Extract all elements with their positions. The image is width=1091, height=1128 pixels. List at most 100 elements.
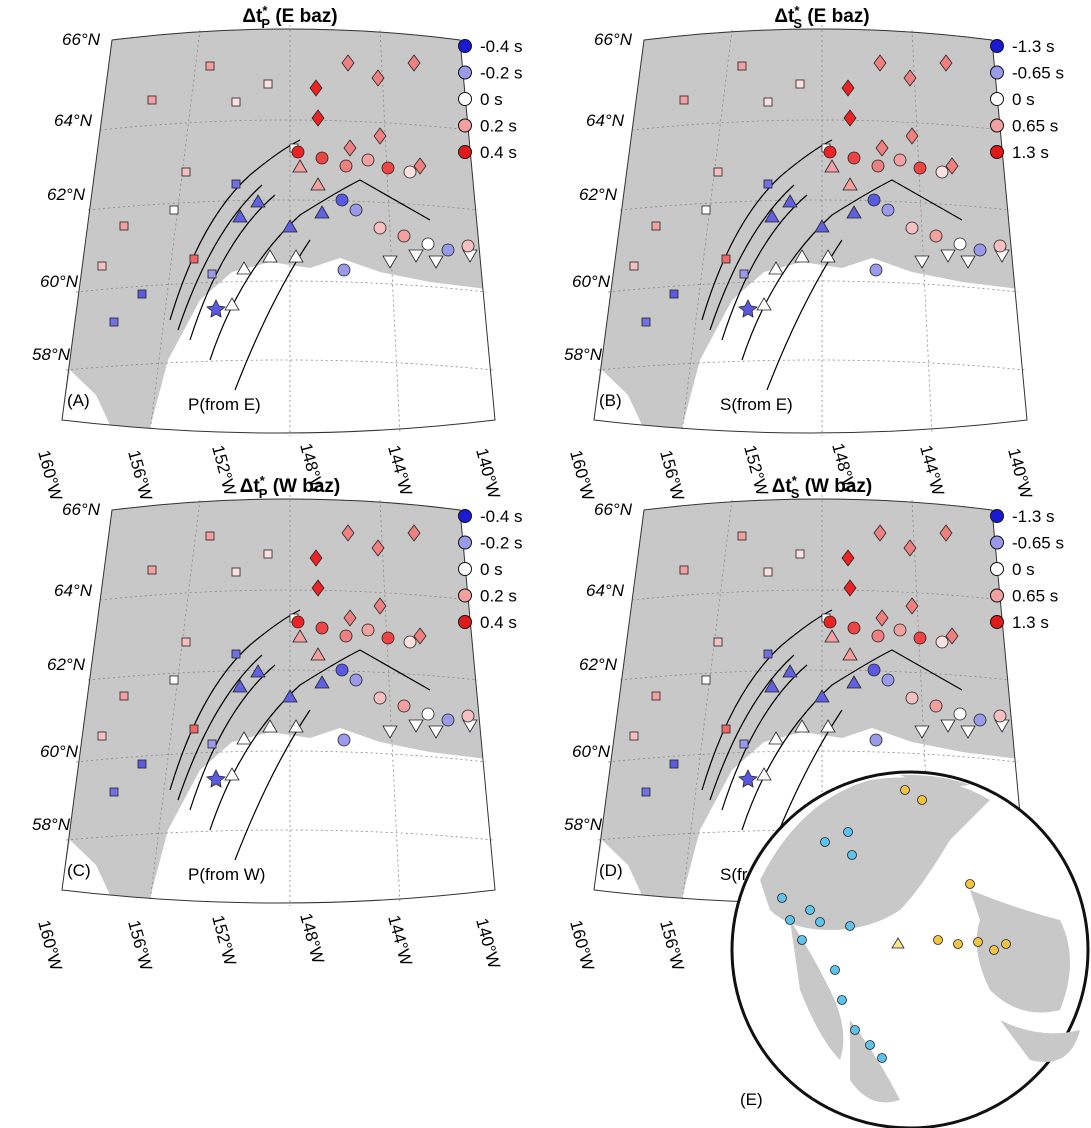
parallel [619,199,1011,211]
legend-label: -0.2 s [480,64,523,83]
legend-label: -1.3 s [1012,37,1055,56]
panel-title: Δt* P (E baz) [242,3,337,31]
legend-symbol [990,615,1004,629]
parallel [65,359,494,371]
legend-symbol [458,509,472,523]
lat-label: 58°N [32,815,71,834]
panel-title: Δt* S (W baz) [772,473,873,501]
legend-symbol [990,118,1004,133]
title-sup: * [262,3,268,18]
lon-label: 140°W [472,916,504,970]
lon-label: 160°W [566,448,598,502]
globe-land [760,774,1080,1103]
legend-label: -1.3 s [1012,507,1055,526]
frame [61,498,496,904]
lon-label: 152°W [208,913,240,967]
legend-symbol [990,65,1004,80]
ocean-west [62,840,110,895]
lat-label: 66°N [594,30,633,49]
legend-label: -0.65 s [1012,64,1064,83]
slab-contour [234,239,311,391]
ocean-west [594,840,642,895]
title-main: Δt [240,476,261,497]
legend-label: -0.65 s [1012,534,1064,553]
lon-label: 160°W [34,918,66,972]
panel-letter: (D) [599,861,623,880]
legend-label: 0 s [480,560,503,579]
lon-label: 156°W [656,918,688,972]
legend-symbol [990,562,1004,576]
legend-label: 0 s [1012,90,1035,109]
slab-contour [701,609,833,791]
legend-symbol [990,145,1004,159]
slab-contour [766,239,843,391]
panel-letter: (C) [67,861,91,880]
parallel [631,589,1003,601]
lon-label: 156°W [656,448,688,502]
lat-label: 64°N [586,111,625,130]
lat-label: 58°N [564,345,603,364]
legend-symbol [458,562,472,576]
slab-contour [177,184,263,331]
parallel [99,589,471,601]
panel-title: Δt* P (W baz) [240,473,341,501]
title-sub: S [793,16,802,31]
legend-label: 0.4 s [480,143,517,162]
legend-symbol [458,39,472,53]
frame [61,28,496,434]
phase-label: P(from W) [188,865,265,884]
slab-contour [169,139,301,321]
slab-contour [177,654,263,801]
legend-label: 0.2 s [480,117,517,136]
panel-letter: (B) [599,391,622,410]
title-sub: P [259,486,268,501]
lon-label: 144°W [384,913,416,967]
legend-label: 1.3 s [1012,143,1049,162]
legend-label: -0.2 s [480,534,523,553]
legend-label: 1.3 s [1012,613,1049,632]
lat-label: 58°N [32,345,71,364]
lat-label: 64°N [54,581,93,600]
ocean [682,258,1027,437]
slab-contour [701,139,833,321]
lon-label: 160°W [566,918,598,972]
legend-label: 0.65 s [1012,117,1058,136]
title-main: Δt [774,6,795,27]
ocean-west [594,370,642,425]
lon-label: 144°W [384,443,416,497]
frame [593,28,1028,434]
legend-label: -0.4 s [480,37,523,56]
globe-label: (E) [740,1090,763,1109]
legend-symbol [990,509,1004,523]
phase-label: P(from E) [188,395,261,414]
lon-label: 148°W [296,911,328,965]
lat-label: 66°N [62,500,101,519]
ocean [150,728,495,907]
lon-label: 140°W [1004,446,1036,500]
lat-label: 62°N [47,185,86,204]
lon-label: 144°W [916,443,948,497]
lon-label: 160°W [34,448,66,502]
title-sup: * [792,473,798,488]
title-sub: P [261,16,270,31]
legend-label: 0 s [480,90,503,109]
ocean-west [62,370,110,425]
lat-label: 66°N [62,30,101,49]
parallel [619,669,1011,681]
lon-label: 156°W [124,918,156,972]
legend-label: 0.2 s [480,587,517,606]
panel-letter: (A) [67,391,90,410]
lat-label: 60°N [40,742,79,761]
parallel [87,199,479,211]
globe-events [777,785,1011,1063]
parallel [99,119,471,131]
lat-label: 60°N [572,742,611,761]
lon-label: 152°W [740,443,772,497]
title-main: Δt [242,6,263,27]
phase-label: S(from E) [720,395,793,414]
legend-symbol [990,588,1004,603]
